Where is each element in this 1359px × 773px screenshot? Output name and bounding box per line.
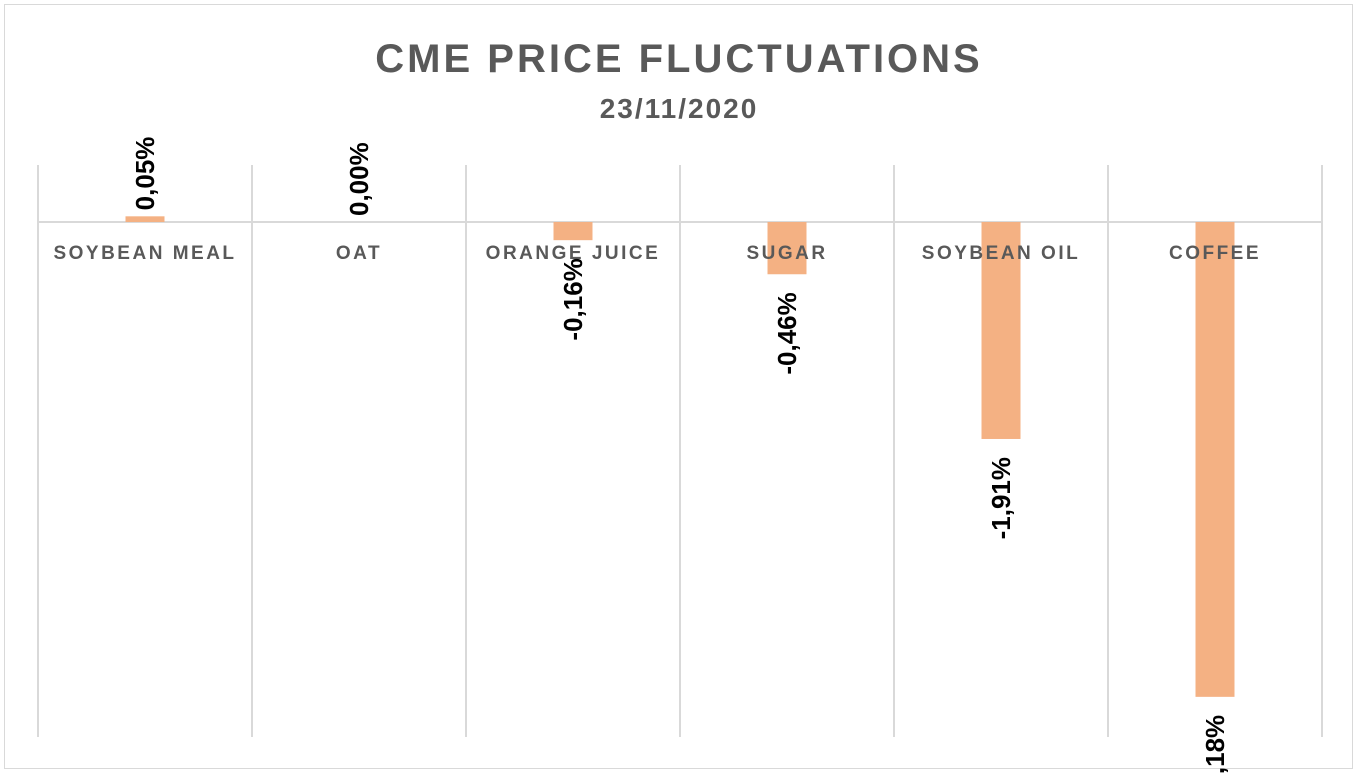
category-labels: SOYBEAN MEAL OAT ORANGE JUICE SUGAR SOYBEAN … bbox=[53, 243, 1261, 264]
gridlines bbox=[37, 165, 1323, 737]
bar bbox=[553, 222, 593, 241]
data-labels: 0,05% 0,00% -0,16% -0,46% -1,91% -4,18% bbox=[130, 137, 1230, 773]
bar bbox=[1195, 222, 1235, 697]
data-label: -1,91% bbox=[986, 457, 1016, 539]
bar bbox=[125, 216, 165, 222]
category-label: COFFEE bbox=[1169, 243, 1261, 264]
data-label: 0,05% bbox=[130, 137, 160, 211]
data-label: -0,46% bbox=[772, 292, 802, 374]
category-label: OAT bbox=[336, 243, 382, 264]
bar bbox=[767, 222, 807, 275]
category-label: ORANGE JUICE bbox=[486, 243, 661, 264]
chart-subtitle: 23/11/2020 bbox=[600, 93, 759, 124]
chart-title: CME PRICE FLUCTUATIONS bbox=[375, 37, 982, 81]
data-label: -0,16% bbox=[558, 258, 588, 340]
category-label: SOYBEAN MEAL bbox=[53, 243, 236, 264]
data-label: -4,18% bbox=[1200, 715, 1230, 773]
bars bbox=[125, 216, 1235, 697]
data-label: 0,00% bbox=[344, 142, 374, 216]
category-label: SUGAR bbox=[746, 243, 827, 264]
bar bbox=[981, 222, 1021, 439]
chart-frame bbox=[4, 4, 1353, 769]
category-label: SOYBEAN OIL bbox=[922, 243, 1080, 264]
